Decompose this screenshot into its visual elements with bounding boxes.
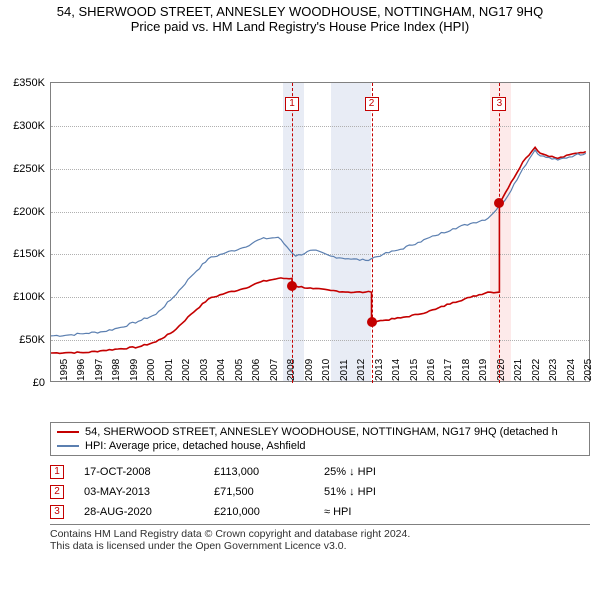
event-row: 3 28-AUG-2020 £210,000 ≈ HPI bbox=[50, 502, 590, 522]
footer-line1: Contains HM Land Registry data © Crown c… bbox=[50, 528, 590, 540]
legend-label: HPI: Average price, detached house, Ashf… bbox=[85, 440, 306, 452]
legend-label: 54, SHERWOOD STREET, ANNESLEY WOODHOUSE,… bbox=[85, 426, 558, 438]
chart-container: £0£50K£100K£150K£200K£250K£300K£350K1995… bbox=[0, 38, 600, 418]
y-axis-label: £150K bbox=[13, 248, 51, 260]
event-delta: 51% ↓ HPI bbox=[324, 486, 434, 498]
marker-line bbox=[292, 83, 293, 383]
event-price: £113,000 bbox=[214, 466, 304, 478]
series-svg bbox=[51, 83, 591, 383]
y-axis-label: £200K bbox=[13, 206, 51, 218]
y-axis-label: £100K bbox=[13, 291, 51, 303]
event-row: 2 03-MAY-2013 £71,500 51% ↓ HPI bbox=[50, 482, 590, 502]
event-table: 1 17-OCT-2008 £113,000 25% ↓ HPI 2 03-MAY-201… bbox=[50, 458, 590, 524]
series-hpi bbox=[51, 150, 586, 336]
legend: 54, SHERWOOD STREET, ANNESLEY WOODHOUSE,… bbox=[50, 422, 590, 456]
marker-line bbox=[372, 83, 373, 383]
chart-title-line2: Price paid vs. HM Land Registry's House … bbox=[0, 19, 600, 38]
marker-box: 1 bbox=[285, 97, 299, 111]
marker-dot bbox=[367, 317, 377, 327]
event-marker-box: 3 bbox=[50, 505, 64, 519]
plot-area: £0£50K£100K£150K£200K£250K£300K£350K1995… bbox=[50, 82, 590, 382]
marker-line bbox=[499, 83, 500, 383]
y-axis-label: £300K bbox=[13, 120, 51, 132]
marker-dot bbox=[287, 281, 297, 291]
marker-box: 2 bbox=[365, 97, 379, 111]
footer: Contains HM Land Registry data © Crown c… bbox=[50, 524, 590, 552]
y-axis-label: £250K bbox=[13, 163, 51, 175]
event-price: £210,000 bbox=[214, 506, 304, 518]
event-date: 03-MAY-2013 bbox=[84, 486, 194, 498]
legend-swatch bbox=[57, 445, 79, 447]
marker-box: 3 bbox=[492, 97, 506, 111]
legend-item: HPI: Average price, detached house, Ashf… bbox=[57, 439, 583, 453]
event-delta: 25% ↓ HPI bbox=[324, 466, 434, 478]
event-price: £71,500 bbox=[214, 486, 304, 498]
marker-dot bbox=[494, 198, 504, 208]
legend-swatch bbox=[57, 431, 79, 433]
chart-title-line1: 54, SHERWOOD STREET, ANNESLEY WOODHOUSE,… bbox=[0, 0, 600, 19]
y-axis-label: £0 bbox=[33, 377, 51, 389]
event-delta: ≈ HPI bbox=[324, 506, 434, 518]
event-date: 28-AUG-2020 bbox=[84, 506, 194, 518]
event-marker-box: 2 bbox=[50, 485, 64, 499]
y-axis-label: £350K bbox=[13, 77, 51, 89]
event-date: 17-OCT-2008 bbox=[84, 466, 194, 478]
event-marker-box: 1 bbox=[50, 465, 64, 479]
y-axis-label: £50K bbox=[19, 334, 51, 346]
footer-line2: This data is licensed under the Open Gov… bbox=[50, 540, 590, 552]
legend-item: 54, SHERWOOD STREET, ANNESLEY WOODHOUSE,… bbox=[57, 425, 583, 439]
event-row: 1 17-OCT-2008 £113,000 25% ↓ HPI bbox=[50, 462, 590, 482]
